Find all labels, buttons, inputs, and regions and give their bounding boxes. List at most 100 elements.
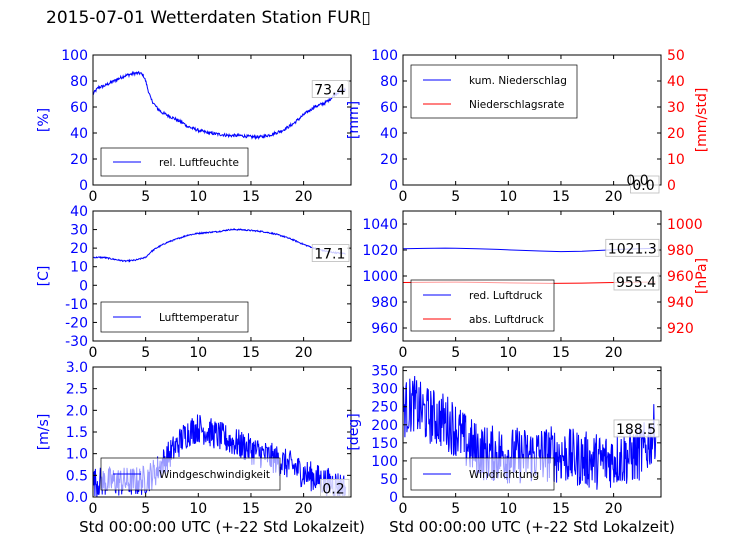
y-tick-label: 20 — [380, 152, 398, 168]
x-tick-label: 15 — [552, 501, 570, 517]
y-tick-label: 1.5 — [66, 425, 88, 441]
y-axis-label: [%] — [36, 108, 52, 132]
x-tick-label: 5 — [451, 345, 460, 361]
axes-frame-precip — [402, 54, 662, 186]
x-tick-label: 15 — [552, 189, 570, 205]
y-tick-label: 0 — [79, 178, 88, 194]
legend-pressure: red. Luftdruck abs. Luftdruck — [410, 279, 555, 332]
legend-humidity: rel. Luftfeuchte — [100, 147, 249, 177]
x-axis-label: Std 00:00:00 UTC (+-22 Std Lokalzeit) — [389, 518, 675, 536]
legend-precip: kum. Niederschlag Niederschlagsrate — [410, 64, 578, 119]
x-tick-label: 5 — [451, 501, 460, 517]
y2-tick-label: 920 — [667, 321, 694, 337]
y-tick-label: 350 — [371, 364, 398, 380]
last-value-label-2-box — [613, 272, 660, 291]
y-axis-label: [m/s] — [36, 414, 52, 451]
figure-title-text: 2015-07-01 Wetterdaten Station FUR — [46, 8, 362, 28]
y-tick-label: 60 — [380, 100, 398, 116]
y-tick-label: 2.0 — [66, 403, 88, 419]
legend-box — [410, 279, 555, 332]
y-tick-label: 200 — [371, 418, 398, 434]
subplot-temperature: 0 5 10 15 20 -30 -20 -10 0 10 20 30 40 [C] Lufttempera… — [36, 204, 352, 361]
x-tick-label: 0 — [89, 501, 98, 517]
x-tick-label: 20 — [295, 189, 313, 205]
last-value-label-2: 0.0 — [626, 173, 648, 189]
last-value-label: 0.0 — [632, 178, 654, 194]
x-tick-label: 20 — [605, 501, 623, 517]
x-tick-label: 5 — [141, 501, 150, 517]
y-tick-label: 0.5 — [66, 468, 88, 484]
y2-axis-label: [hPa] — [694, 258, 710, 294]
x-tick-label: 0 — [89, 345, 98, 361]
y2-tick-label: 30 — [667, 100, 685, 116]
y-tick-label: 300 — [371, 382, 398, 398]
y-tick-label: 980 — [371, 295, 398, 311]
legend-label: abs. Luftdruck — [469, 314, 545, 326]
y2-tick-label: 940 — [667, 295, 694, 311]
x-tick-label: 0 — [399, 345, 408, 361]
series-line-pressure-0 — [403, 247, 656, 253]
x-tick-label: 20 — [605, 345, 623, 361]
series-line-wind_dir-0 — [403, 375, 657, 490]
y2-tick-label: 960 — [667, 269, 694, 285]
axes-frame-humidity — [92, 54, 352, 186]
x-tick-label: 5 — [451, 189, 460, 205]
legend-label: Lufttemperatur — [159, 312, 239, 324]
legend-wind_speed: Windgeschwindigkeit — [100, 457, 281, 491]
last-value-label: 0.2 — [322, 481, 344, 497]
x-tick-label: 10 — [499, 189, 517, 205]
last-value-label-box — [311, 244, 350, 262]
y2-tick-label: 1000 — [667, 217, 703, 233]
y2-tick-label: 40 — [667, 74, 685, 90]
last-value-label-box — [630, 175, 660, 194]
x-tick-label: 0 — [399, 189, 408, 205]
x-tick-label: 20 — [605, 189, 623, 205]
series-line-humidity-0 — [93, 70, 347, 141]
x-axis-label: Std 00:00:00 UTC (+-22 Std Lokalzeit) — [79, 518, 365, 536]
subplot-humidity: 0 5 10 15 20 0 20 40 60 80 100 [%] rel. Luftfeuchte 7… — [36, 48, 352, 205]
legend-box — [410, 457, 555, 491]
y-tick-label: 0.0 — [66, 490, 88, 506]
last-value-label-box — [311, 80, 350, 98]
legend-box — [100, 457, 281, 491]
y-tick-label: 0 — [79, 278, 88, 294]
x-tick-label: 5 — [141, 189, 150, 205]
y-axis-label: [C] — [36, 266, 52, 287]
y-tick-label: 1020 — [362, 243, 398, 259]
x-tick-label: 10 — [189, 189, 207, 205]
last-value-label-box — [319, 478, 350, 497]
subplot-wind_speed: 0 5 10 15 20 0.0 0.5 1.0 1.5 2.0 2.5 3.0 [m/s] Std 00… — [36, 360, 365, 536]
x-tick-label: 15 — [242, 501, 260, 517]
y-tick-label: 50 — [380, 472, 398, 488]
y-tick-label: 2.5 — [66, 382, 88, 398]
x-tick-label: 10 — [499, 345, 517, 361]
y2-tick-label: 20 — [667, 126, 685, 142]
x-tick-label: 0 — [89, 189, 98, 205]
x-tick-label: 0 — [399, 501, 408, 517]
legend-temperature: Lufttemperatur — [100, 301, 249, 333]
y-tick-label: 0 — [389, 178, 398, 194]
x-tick-label: 10 — [189, 501, 207, 517]
y-tick-label: 100 — [371, 454, 398, 470]
last-value-label-box — [605, 238, 660, 257]
y-tick-label: 80 — [70, 74, 88, 90]
legend-wind_dir: Windrichtung — [410, 457, 555, 491]
y-tick-label: 10 — [70, 260, 88, 276]
y-tick-label: -10 — [65, 297, 88, 313]
y-tick-label: -20 — [65, 315, 88, 331]
last-value-label-2: 955.4 — [616, 275, 656, 291]
x-tick-label: 15 — [242, 189, 260, 205]
last-value-label: 73.4 — [314, 83, 345, 99]
y-tick-label: 60 — [70, 100, 88, 116]
x-tick-label: 20 — [295, 501, 313, 517]
y-tick-label: 1.0 — [66, 447, 88, 463]
series-line-temperature-0 — [93, 228, 346, 263]
subplot-pressure: 0 5 10 15 20 960 980 1000 1020 1040 920 940 960 980 10… — [362, 210, 710, 361]
x-tick-label: 10 — [499, 501, 517, 517]
y2-tick-label: 0 — [667, 178, 676, 194]
y-tick-label: 40 — [380, 126, 398, 142]
y2-axis-label: [mm/std] — [694, 88, 710, 153]
x-tick-label: 15 — [552, 345, 570, 361]
